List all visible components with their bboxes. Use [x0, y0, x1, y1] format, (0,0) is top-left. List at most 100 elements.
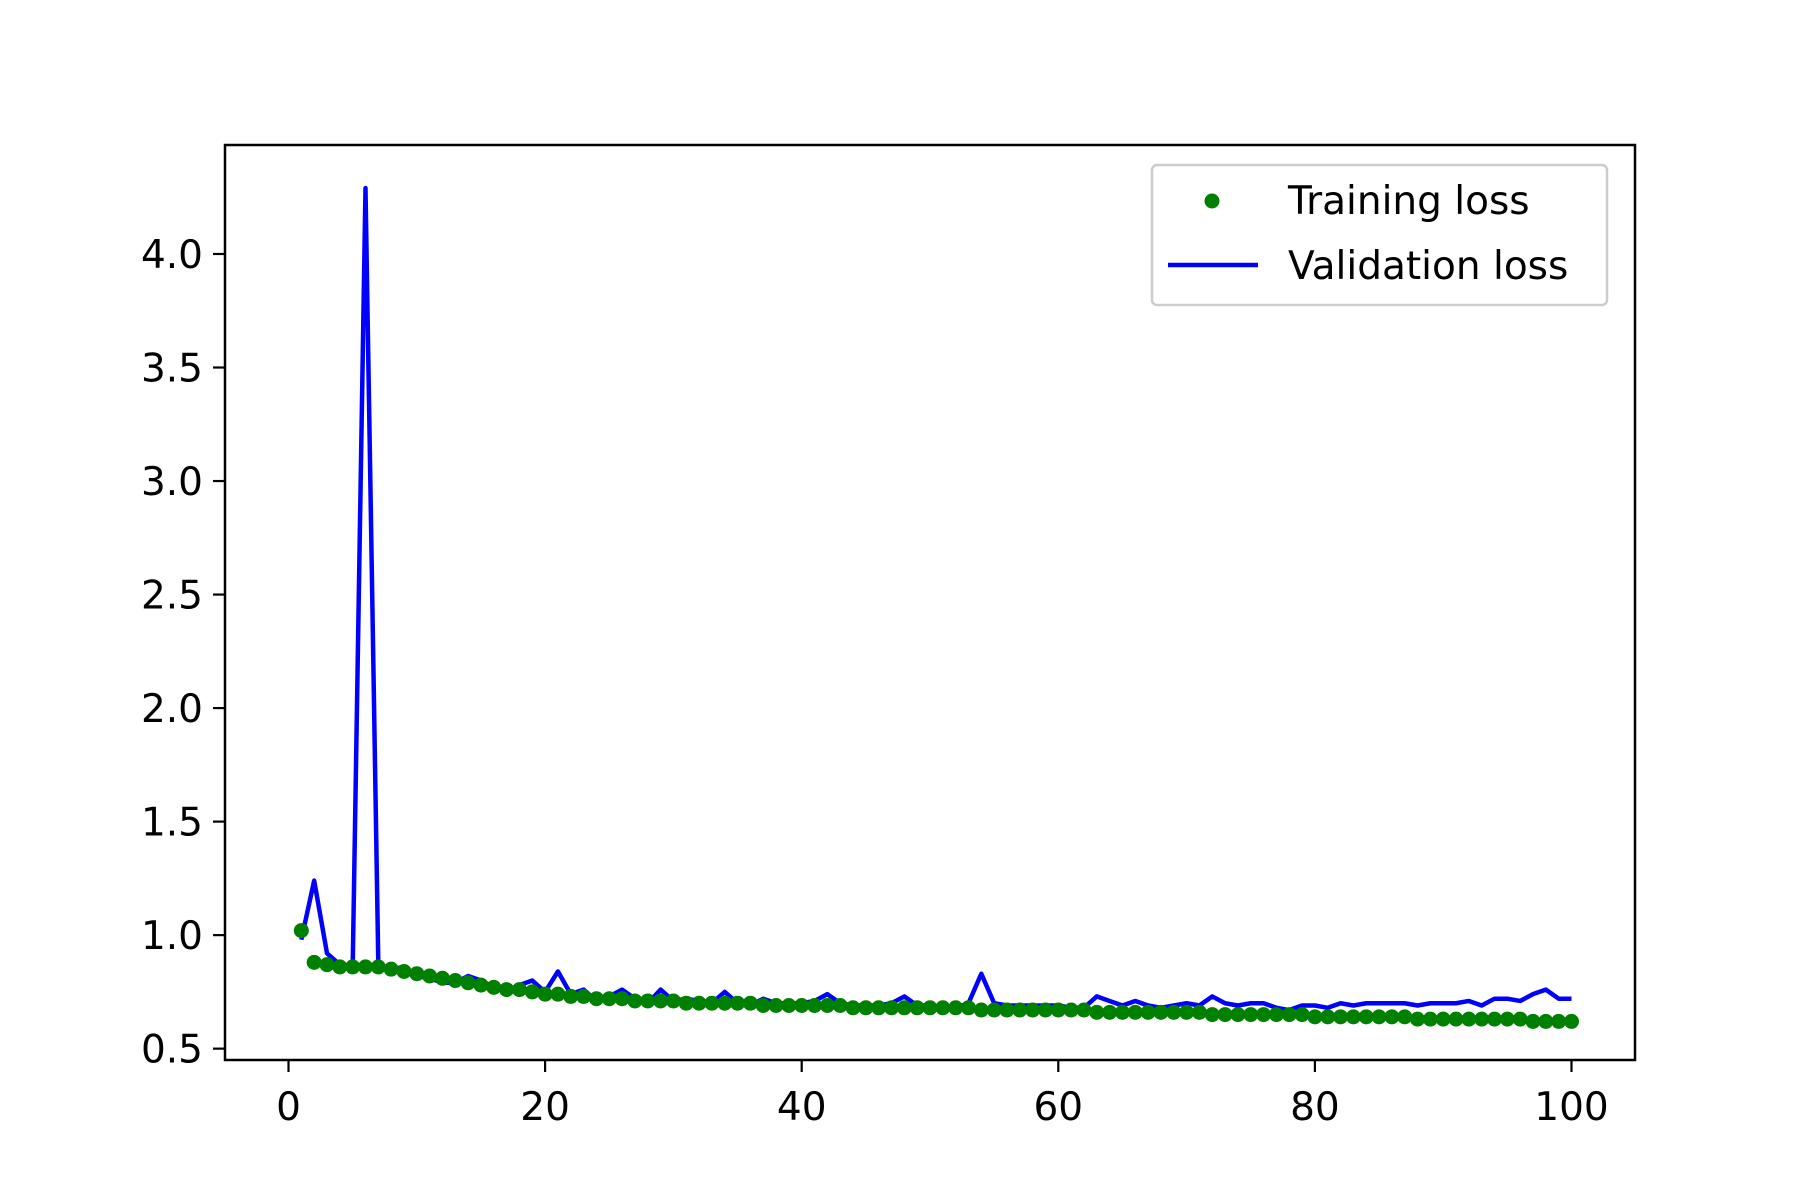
- y-tick-label: 1.5: [141, 801, 203, 846]
- training-loss-point: [537, 986, 553, 1002]
- training-loss-point: [678, 995, 694, 1011]
- training-loss-point: [588, 991, 604, 1007]
- training-loss-point: [896, 1000, 912, 1016]
- training-loss-point: [499, 982, 515, 998]
- y-tick-label: 0.5: [141, 1028, 203, 1073]
- training-loss-point: [524, 984, 540, 1000]
- training-loss-point: [1191, 1004, 1207, 1020]
- training-loss-point: [1243, 1007, 1259, 1023]
- training-loss-point: [1435, 1011, 1451, 1027]
- training-loss-point: [1371, 1009, 1387, 1025]
- training-loss-point: [1358, 1009, 1374, 1025]
- training-loss-point: [460, 975, 476, 991]
- training-loss-point: [781, 998, 797, 1014]
- training-loss-point: [473, 977, 489, 993]
- training-loss-point: [909, 1000, 925, 1016]
- training-loss-point: [807, 998, 823, 1014]
- training-loss-point: [576, 988, 592, 1004]
- legend-label-training: Training loss: [1287, 179, 1530, 224]
- training-loss-point: [1538, 1013, 1554, 1029]
- x-tick-label: 60: [1033, 1085, 1083, 1130]
- training-loss-point: [447, 973, 463, 989]
- training-loss-point: [653, 993, 669, 1009]
- training-loss-point: [1076, 1002, 1092, 1018]
- training-loss-point: [1089, 1004, 1105, 1020]
- training-loss-point: [665, 993, 681, 1009]
- training-loss-point: [1499, 1011, 1515, 1027]
- training-loss-point: [332, 959, 348, 975]
- training-loss-point: [1166, 1004, 1182, 1020]
- x-tick-label: 100: [1534, 1085, 1608, 1130]
- training-loss-point: [1102, 1004, 1118, 1020]
- training-loss-point: [1461, 1011, 1477, 1027]
- training-loss-point: [1140, 1004, 1156, 1020]
- training-loss-point: [1551, 1013, 1567, 1029]
- training-loss-point: [1230, 1007, 1246, 1023]
- x-tick-label: 0: [276, 1085, 301, 1130]
- training-loss-point: [1153, 1004, 1169, 1020]
- training-loss-point: [293, 923, 309, 939]
- training-loss-point: [871, 1000, 887, 1016]
- training-loss-point: [1474, 1011, 1490, 1027]
- y-tick-label: 3.5: [141, 347, 203, 392]
- training-loss-point: [319, 957, 335, 973]
- y-tick-label: 4.0: [141, 233, 203, 278]
- training-loss-point: [1127, 1004, 1143, 1020]
- legend-marker-training: [1204, 193, 1220, 209]
- training-loss-point: [563, 988, 579, 1004]
- training-loss-point: [717, 995, 733, 1011]
- x-axis: 0 20 40 60 80 100: [276, 1060, 1609, 1130]
- training-loss-point: [742, 995, 758, 1011]
- training-loss-point: [960, 1000, 976, 1016]
- training-loss-point: [755, 998, 771, 1014]
- training-loss-point: [948, 1000, 964, 1016]
- training-loss-point: [1448, 1011, 1464, 1027]
- training-loss-point: [1333, 1009, 1349, 1025]
- training-loss-point: [845, 1000, 861, 1016]
- legend: Training loss Validation loss: [1150, 163, 1609, 307]
- y-tick-label: 2.5: [141, 574, 203, 619]
- training-loss-point: [383, 961, 399, 977]
- training-loss-point: [1012, 1002, 1028, 1018]
- series-layer: [293, 185, 1579, 1029]
- y-tick-label: 2.0: [141, 687, 203, 732]
- training-loss-point: [794, 998, 810, 1014]
- training-loss-point: [601, 991, 617, 1007]
- training-loss-point: [1256, 1007, 1272, 1023]
- training-loss-point: [858, 1000, 874, 1016]
- training-loss-point: [1025, 1002, 1041, 1018]
- training-loss-point: [1487, 1011, 1503, 1027]
- training-loss-point: [884, 1000, 900, 1016]
- training-loss-point: [819, 998, 835, 1014]
- training-loss-point: [1179, 1004, 1195, 1020]
- training-loss-point: [1397, 1009, 1413, 1025]
- training-loss-point: [357, 959, 373, 975]
- training-loss-point: [614, 991, 630, 1007]
- training-loss-point: [1525, 1013, 1541, 1029]
- training-loss-point: [511, 982, 527, 998]
- training-loss-point: [1063, 1002, 1079, 1018]
- training-loss-point: [1384, 1009, 1400, 1025]
- training-loss-point: [1294, 1007, 1310, 1023]
- y-tick-label: 3.0: [141, 460, 203, 505]
- training-loss-point: [486, 979, 502, 995]
- training-loss-point: [1217, 1007, 1233, 1023]
- training-loss-point: [640, 993, 656, 1009]
- y-tick-label: 1.0: [141, 914, 203, 959]
- training-loss-point: [832, 998, 848, 1014]
- training-loss-point: [306, 954, 322, 970]
- training-loss-point: [1281, 1007, 1297, 1023]
- training-loss-point: [730, 995, 746, 1011]
- axes-frame: [223, 143, 1637, 1062]
- training-loss-point: [768, 998, 784, 1014]
- validation-loss-line: [299, 185, 1572, 1013]
- training-loss-point: [1037, 1002, 1053, 1018]
- training-loss-point: [973, 1002, 989, 1018]
- training-loss-point: [345, 959, 361, 975]
- training-loss-point: [1422, 1011, 1438, 1027]
- y-axis: 0.5 1.0 1.5 2.0 2.5 3.0 3.5 4.0: [141, 233, 225, 1073]
- training-loss-point: [1563, 1013, 1579, 1029]
- training-loss-point: [935, 1000, 951, 1016]
- training-loss-point: [550, 986, 566, 1002]
